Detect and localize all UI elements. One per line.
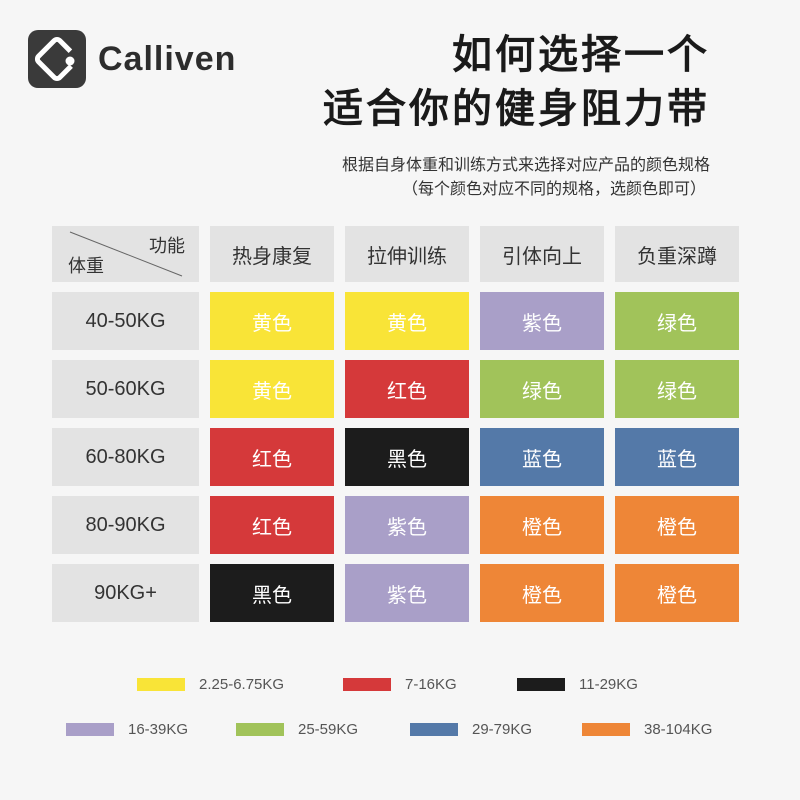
color-cell: 红色 [345, 360, 469, 418]
legend-swatch [582, 723, 630, 736]
legend-label: 25-59KG [298, 721, 359, 738]
corner-label-function: 功能 [149, 236, 185, 257]
color-cell: 绿色 [480, 360, 604, 418]
diagonal-divider [69, 231, 183, 277]
brand-name: Calliven [98, 39, 237, 78]
legend-item: 7-16KG [343, 676, 457, 693]
column-header: 拉伸训练 [345, 226, 469, 282]
color-cell: 橙色 [480, 496, 604, 554]
color-cell: 橙色 [480, 564, 604, 622]
color-cell: 黑色 [210, 564, 334, 622]
color-cell: 黄色 [210, 360, 334, 418]
legend-swatch [410, 723, 458, 736]
color-cell: 绿色 [615, 360, 739, 418]
selection-table: 功能 体重 热身康复 拉伸训练 引体向上 负重深蹲 40-50KG 黄色 黄色 紫色绿… [52, 226, 739, 622]
title-line-1: 如何选择一个 [452, 32, 710, 78]
row-label-weight: 60-80KG [52, 428, 199, 486]
legend-swatch [343, 678, 391, 691]
column-header: 热身康复 [210, 226, 334, 282]
column-header: 负重深蹲 [615, 226, 739, 282]
legend-row-1: 2.25-6.75KG 7-16KG 11-29KG [0, 676, 800, 696]
subtitle-line-1: 根据自身体重和训练方式来选择对应产品的颜色规格 [341, 155, 710, 174]
column-header: 引体向上 [480, 226, 604, 282]
subtitle-line-2: （每个颜色对应不同的规格，选颜色即可） [401, 179, 706, 198]
legend-label: 16-39KG [128, 721, 189, 738]
color-cell: 红色 [210, 428, 334, 486]
legend-item: 29-79KG [410, 721, 532, 738]
legend-row-2: 16-39KG 25-59KG 29-79KG 38-104KG [0, 721, 800, 741]
color-cell: 绿色 [615, 292, 739, 350]
page-title: 如何选择一个 适合你的健身阻力带 [323, 28, 710, 136]
legend-label: 7-16KG [405, 676, 457, 693]
legend-label: 2.25-6.75KG [199, 676, 285, 693]
legend-label: 11-29KG [579, 676, 638, 693]
color-cell: 红色 [210, 496, 334, 554]
legend-swatch [236, 723, 284, 736]
row-label-weight: 90KG+ [52, 564, 199, 622]
color-cell: 紫色 [480, 292, 604, 350]
color-cell: 紫色 [345, 496, 469, 554]
row-label-weight: 50-60KG [52, 360, 199, 418]
color-cell: 橙色 [615, 564, 739, 622]
color-cell: 蓝色 [480, 428, 604, 486]
legend-item: 16-39KG [66, 721, 188, 738]
color-cell: 黑色 [345, 428, 469, 486]
color-cell: 黄色 [345, 292, 469, 350]
row-label-weight: 40-50KG [52, 292, 199, 350]
legend-item: 2.25-6.75KG [137, 676, 284, 693]
calliven-logo-icon [28, 30, 86, 88]
color-cell: 紫色 [345, 564, 469, 622]
page-subtitle: 根据自身体重和训练方式来选择对应产品的颜色规格 （每个颜色对应不同的规格，选颜色… [342, 153, 710, 201]
table-corner-header: 功能 体重 [52, 226, 199, 282]
legend-swatch [517, 678, 565, 691]
color-cell: 蓝色 [615, 428, 739, 486]
row-label-weight: 80-90KG [52, 496, 199, 554]
brand-logo: Calliven [26, 28, 236, 90]
color-cell: 橙色 [615, 496, 739, 554]
legend-item: 11-29KG [517, 676, 638, 693]
legend-label: 29-79KG [472, 721, 533, 738]
legend-item: 25-59KG [236, 721, 358, 738]
legend-item: 38-104KG [582, 721, 712, 738]
corner-label-weight: 体重 [68, 256, 104, 277]
legend-label: 38-104KG [644, 721, 713, 738]
title-line-2: 适合你的健身阻力带 [323, 86, 710, 132]
color-cell: 黄色 [210, 292, 334, 350]
legend-swatch [66, 723, 114, 736]
legend-swatch [137, 678, 185, 691]
